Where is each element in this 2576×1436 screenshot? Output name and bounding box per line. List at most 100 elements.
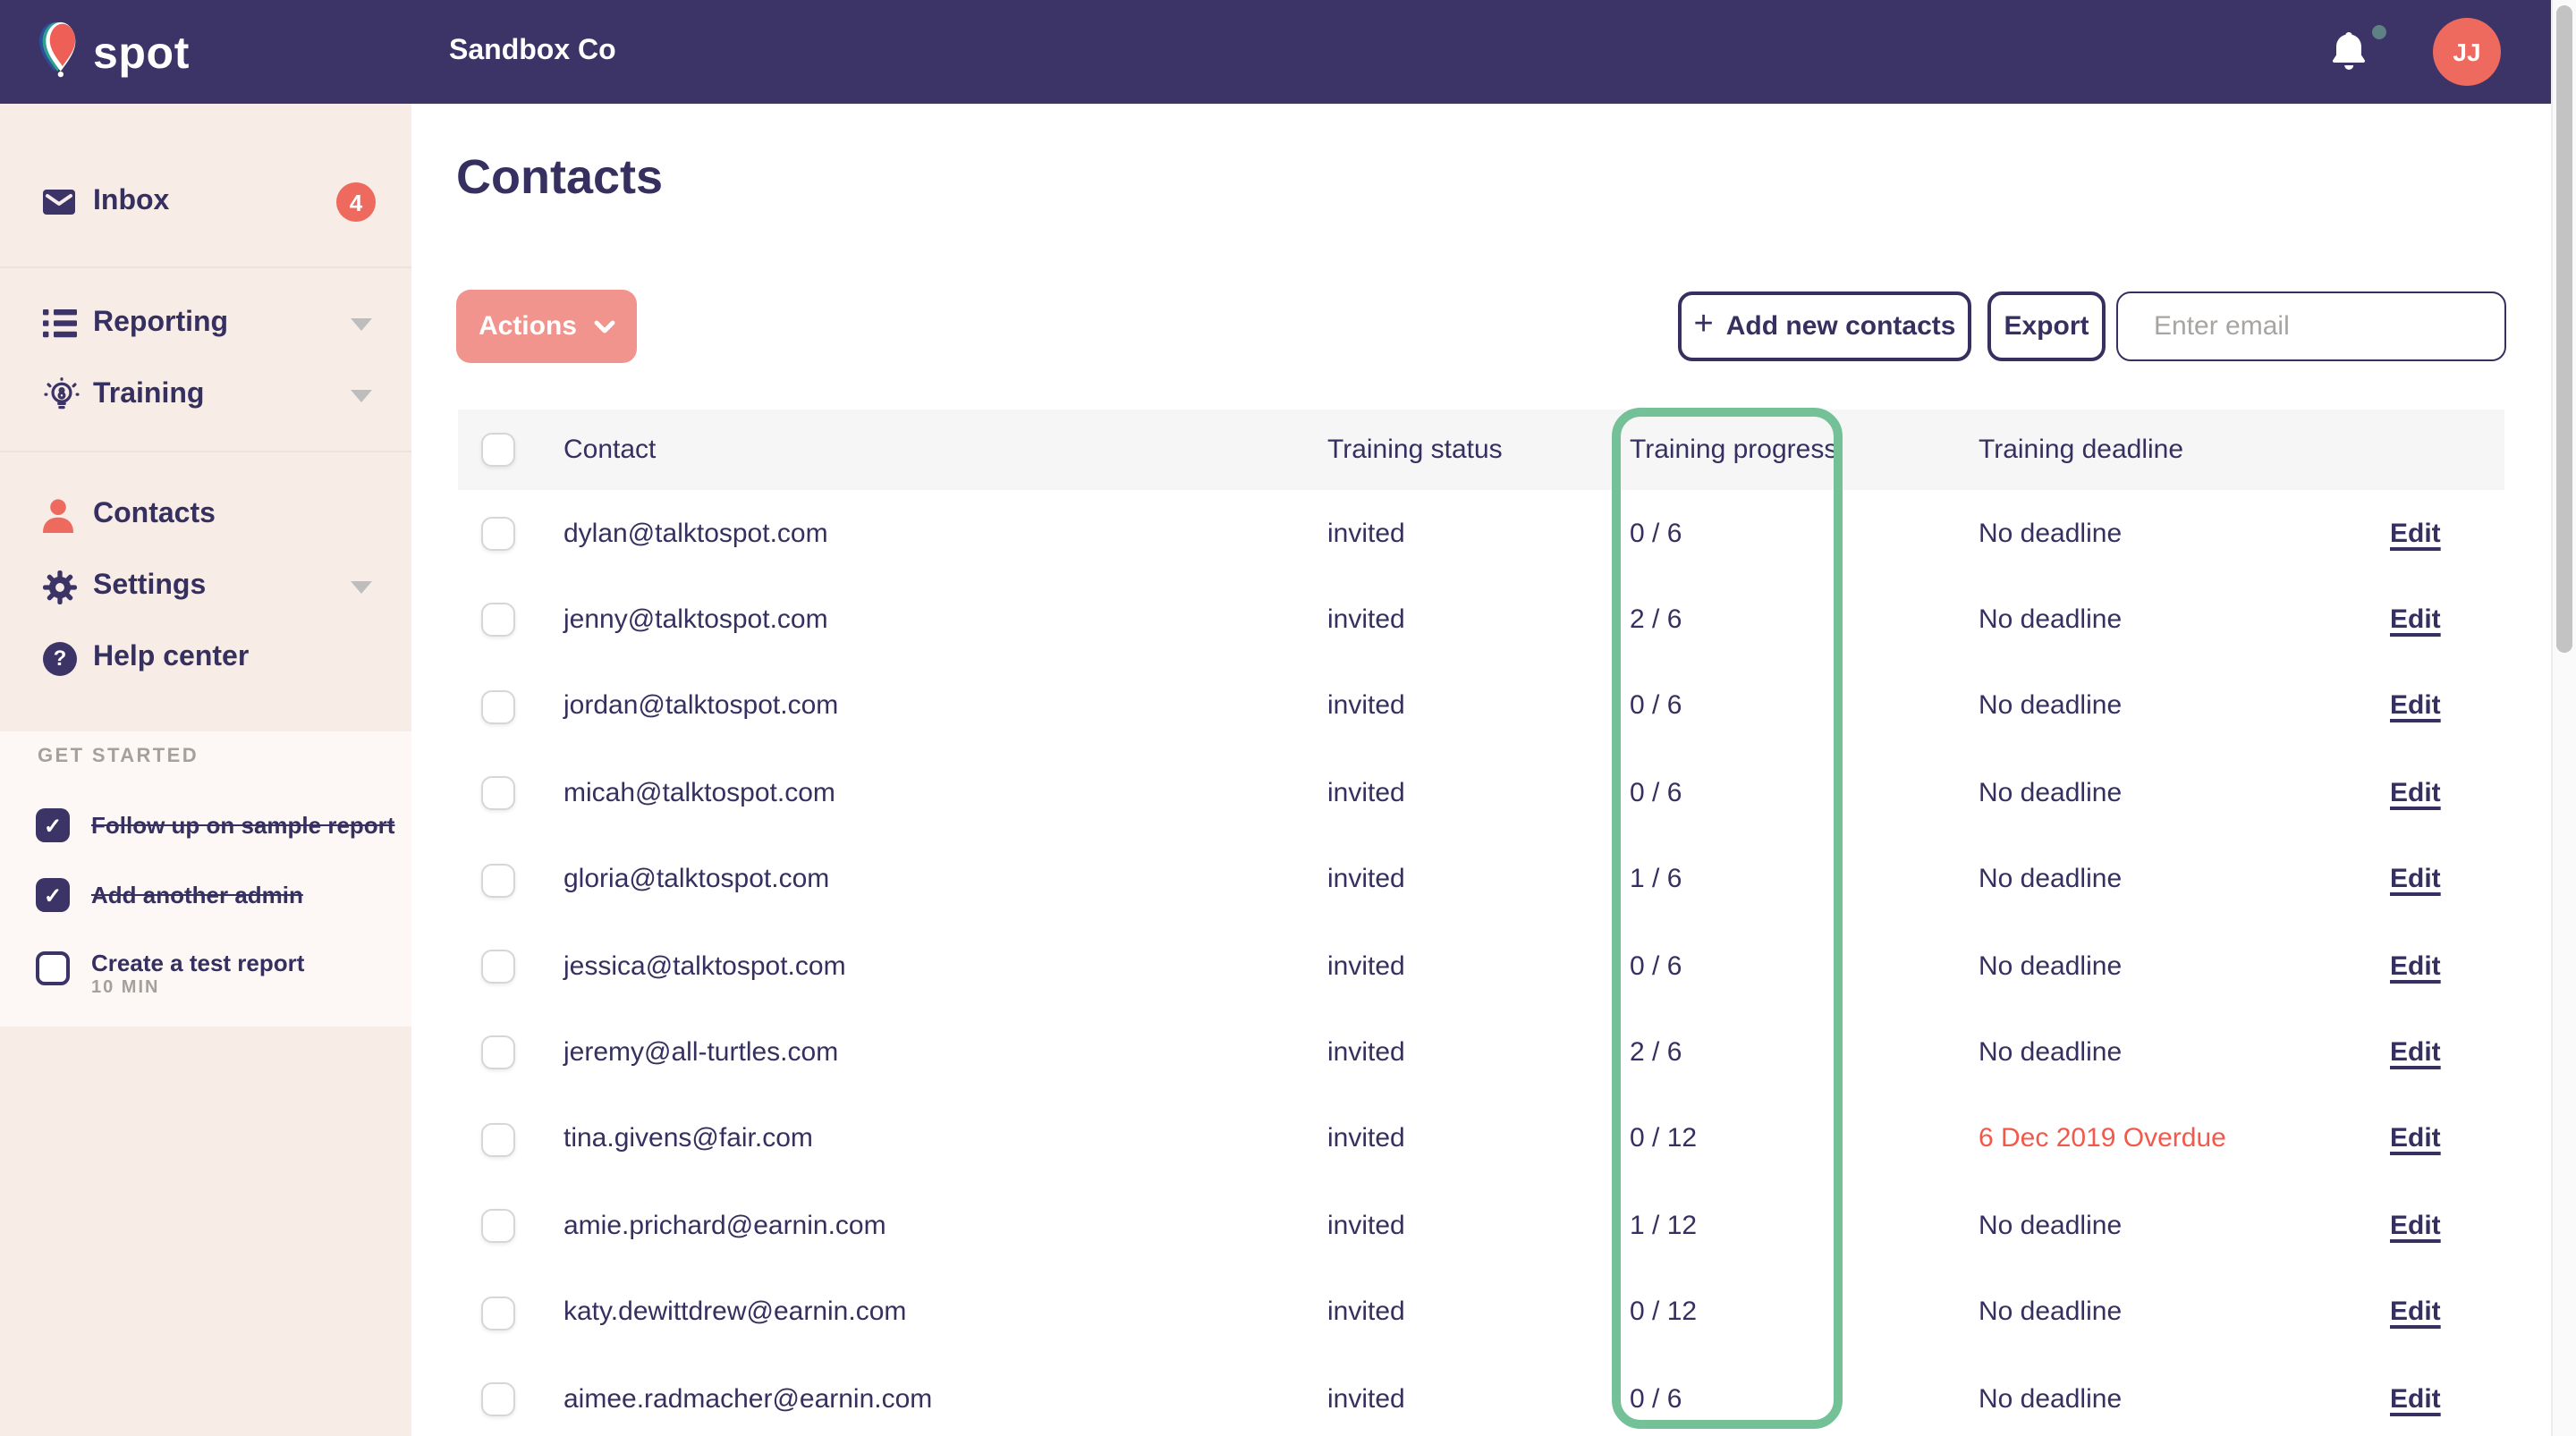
training-deadline: No deadline — [1979, 1297, 2123, 1328]
edit-link[interactable]: Edit — [2390, 1269, 2441, 1356]
training-deadline: No deadline — [1979, 1037, 2123, 1069]
row-checkbox[interactable] — [481, 603, 515, 638]
notification-dot — [2372, 25, 2386, 39]
edit-link-label: Edit — [2390, 864, 2441, 895]
sidebar-item-reporting[interactable]: Reporting — [0, 291, 411, 356]
sidebar-item-contacts[interactable]: Contacts — [0, 483, 411, 547]
spot-logo[interactable]: spot — [39, 21, 190, 88]
table-row: micah@talktospot.com invited 0 / 6 No de… — [458, 749, 2504, 836]
envelope-icon — [43, 190, 82, 215]
brand-wordmark: spot — [93, 29, 190, 79]
checkbox-unchecked-icon[interactable] — [36, 951, 70, 985]
training-deadline: No deadline — [1979, 950, 2123, 982]
row-checkbox[interactable] — [481, 776, 515, 811]
add-button-label: Add new contacts — [1725, 311, 1956, 342]
sidebar-item-training[interactable]: Training — [0, 363, 411, 427]
check-glyph: ✓ — [43, 813, 63, 838]
edit-link-label: Edit — [2390, 1383, 2441, 1415]
table-row: amie.prichard@earnin.com invited 1 / 12 … — [458, 1182, 2504, 1269]
row-checkbox[interactable] — [481, 1122, 515, 1157]
get-started-title: GET STARTED — [38, 746, 199, 767]
training-deadline: No deadline — [1979, 864, 2123, 895]
page-scrollbar-track[interactable] — [2551, 0, 2576, 1436]
column-header-training-status: Training status — [1327, 435, 1503, 465]
report-list-icon — [43, 309, 82, 338]
training-progress: 1 / 12 — [1630, 1210, 1698, 1241]
training-status: invited — [1327, 1210, 1405, 1241]
edit-link[interactable]: Edit — [2390, 836, 2441, 923]
edit-link-label: Edit — [2390, 777, 2441, 808]
sidebar-item-label: Settings — [93, 570, 207, 601]
actions-button[interactable]: Actions — [456, 290, 637, 363]
edit-link[interactable]: Edit — [2390, 1095, 2441, 1182]
contact-email: tina.givens@fair.com — [564, 1123, 813, 1154]
edit-link[interactable]: Edit — [2390, 1009, 2441, 1096]
lightbulb-icon — [43, 376, 82, 414]
row-checkbox[interactable] — [481, 1296, 515, 1330]
sidebar-item-label: Inbox — [93, 186, 170, 216]
notifications-bell-icon[interactable] — [2329, 25, 2386, 77]
email-search-box — [2116, 291, 2513, 361]
edit-link-label: Edit — [2390, 1210, 2441, 1241]
training-status: invited — [1327, 1037, 1405, 1069]
search-input[interactable] — [2150, 309, 2513, 343]
row-checkbox[interactable] — [481, 517, 515, 551]
training-deadline: No deadline — [1979, 690, 2123, 722]
edit-link[interactable]: Edit — [2390, 663, 2441, 750]
training-status: invited — [1327, 1123, 1405, 1154]
main-content: Contacts Actions + Add new contacts Expo… — [411, 104, 2551, 1436]
export-button[interactable]: Export — [1987, 291, 2106, 361]
sidebar: Inbox 4 Reporting Training — [0, 104, 413, 1436]
column-header-training-deadline: Training deadline — [1979, 435, 2184, 465]
row-checkbox[interactable] — [481, 863, 515, 898]
row-checkbox[interactable] — [481, 1381, 515, 1416]
edit-link-label: Edit — [2390, 1297, 2441, 1328]
sidebar-item-settings[interactable]: Settings — [0, 554, 411, 619]
edit-link[interactable]: Edit — [2390, 749, 2441, 836]
row-checkbox[interactable] — [481, 1209, 515, 1244]
checklist-item-create-report[interactable]: Create a test report 10 MIN — [0, 946, 411, 1007]
table-row: jeremy@all-turtles.com invited 2 / 6 No … — [458, 1009, 2504, 1096]
edit-link[interactable]: Edit — [2390, 577, 2441, 663]
select-all-checkbox[interactable] — [481, 433, 515, 467]
training-progress: 0 / 6 — [1630, 690, 1682, 722]
sidebar-item-inbox[interactable]: Inbox 4 — [0, 170, 411, 234]
edit-link[interactable]: Edit — [2390, 923, 2441, 1009]
person-icon — [43, 498, 82, 532]
row-checkbox[interactable] — [481, 1035, 515, 1070]
training-deadline: No deadline — [1979, 604, 2123, 636]
contact-email: aimee.radmacher@earnin.com — [564, 1383, 933, 1415]
table-row: gloria@talktospot.com invited 1 / 6 No d… — [458, 836, 2504, 923]
contact-email: jessica@talktospot.com — [564, 950, 846, 982]
contact-email: jeremy@all-turtles.com — [564, 1037, 839, 1069]
training-status: invited — [1327, 1383, 1405, 1415]
chevron-down-icon — [351, 581, 372, 594]
training-progress: 0 / 6 — [1630, 950, 1682, 982]
page-scrollbar-thumb[interactable] — [2556, 5, 2572, 653]
sidebar-item-help-center[interactable]: ? Help center — [0, 626, 411, 690]
add-new-contacts-button[interactable]: + Add new contacts — [1678, 291, 1971, 361]
page-title: Contacts — [456, 150, 664, 204]
table-row: aimee.radmacher@earnin.com invited 0 / 6… — [458, 1356, 2504, 1436]
edit-link-label: Edit — [2390, 604, 2441, 636]
training-status: invited — [1327, 777, 1405, 808]
edit-link[interactable]: Edit — [2390, 1356, 2441, 1436]
edit-link-label: Edit — [2390, 1123, 2441, 1154]
row-checkbox[interactable] — [481, 689, 515, 724]
sidebar-divider — [0, 451, 411, 452]
sidebar-item-label: Contacts — [93, 499, 216, 529]
user-avatar[interactable]: JJ — [2433, 18, 2501, 86]
table-row: jordan@talktospot.com invited 0 / 6 No d… — [458, 663, 2504, 750]
contact-email: gloria@talktospot.com — [564, 864, 830, 895]
row-checkbox[interactable] — [481, 949, 515, 984]
checkbox-checked-icon[interactable]: ✓ — [36, 808, 70, 842]
chevron-down-icon — [593, 319, 614, 333]
checklist-item-add-admin[interactable]: ✓ Add another admin — [0, 878, 411, 921]
checklist-item-follow-up[interactable]: ✓ Follow up on sample report — [0, 808, 411, 851]
edit-link[interactable]: Edit — [2390, 490, 2441, 577]
edit-link[interactable]: Edit — [2390, 1182, 2441, 1269]
table-row: jessica@talktospot.com invited 0 / 6 No … — [458, 923, 2504, 1009]
edit-link-label: Edit — [2390, 950, 2441, 982]
training-status: invited — [1327, 690, 1405, 722]
checkbox-checked-icon[interactable]: ✓ — [36, 878, 70, 912]
